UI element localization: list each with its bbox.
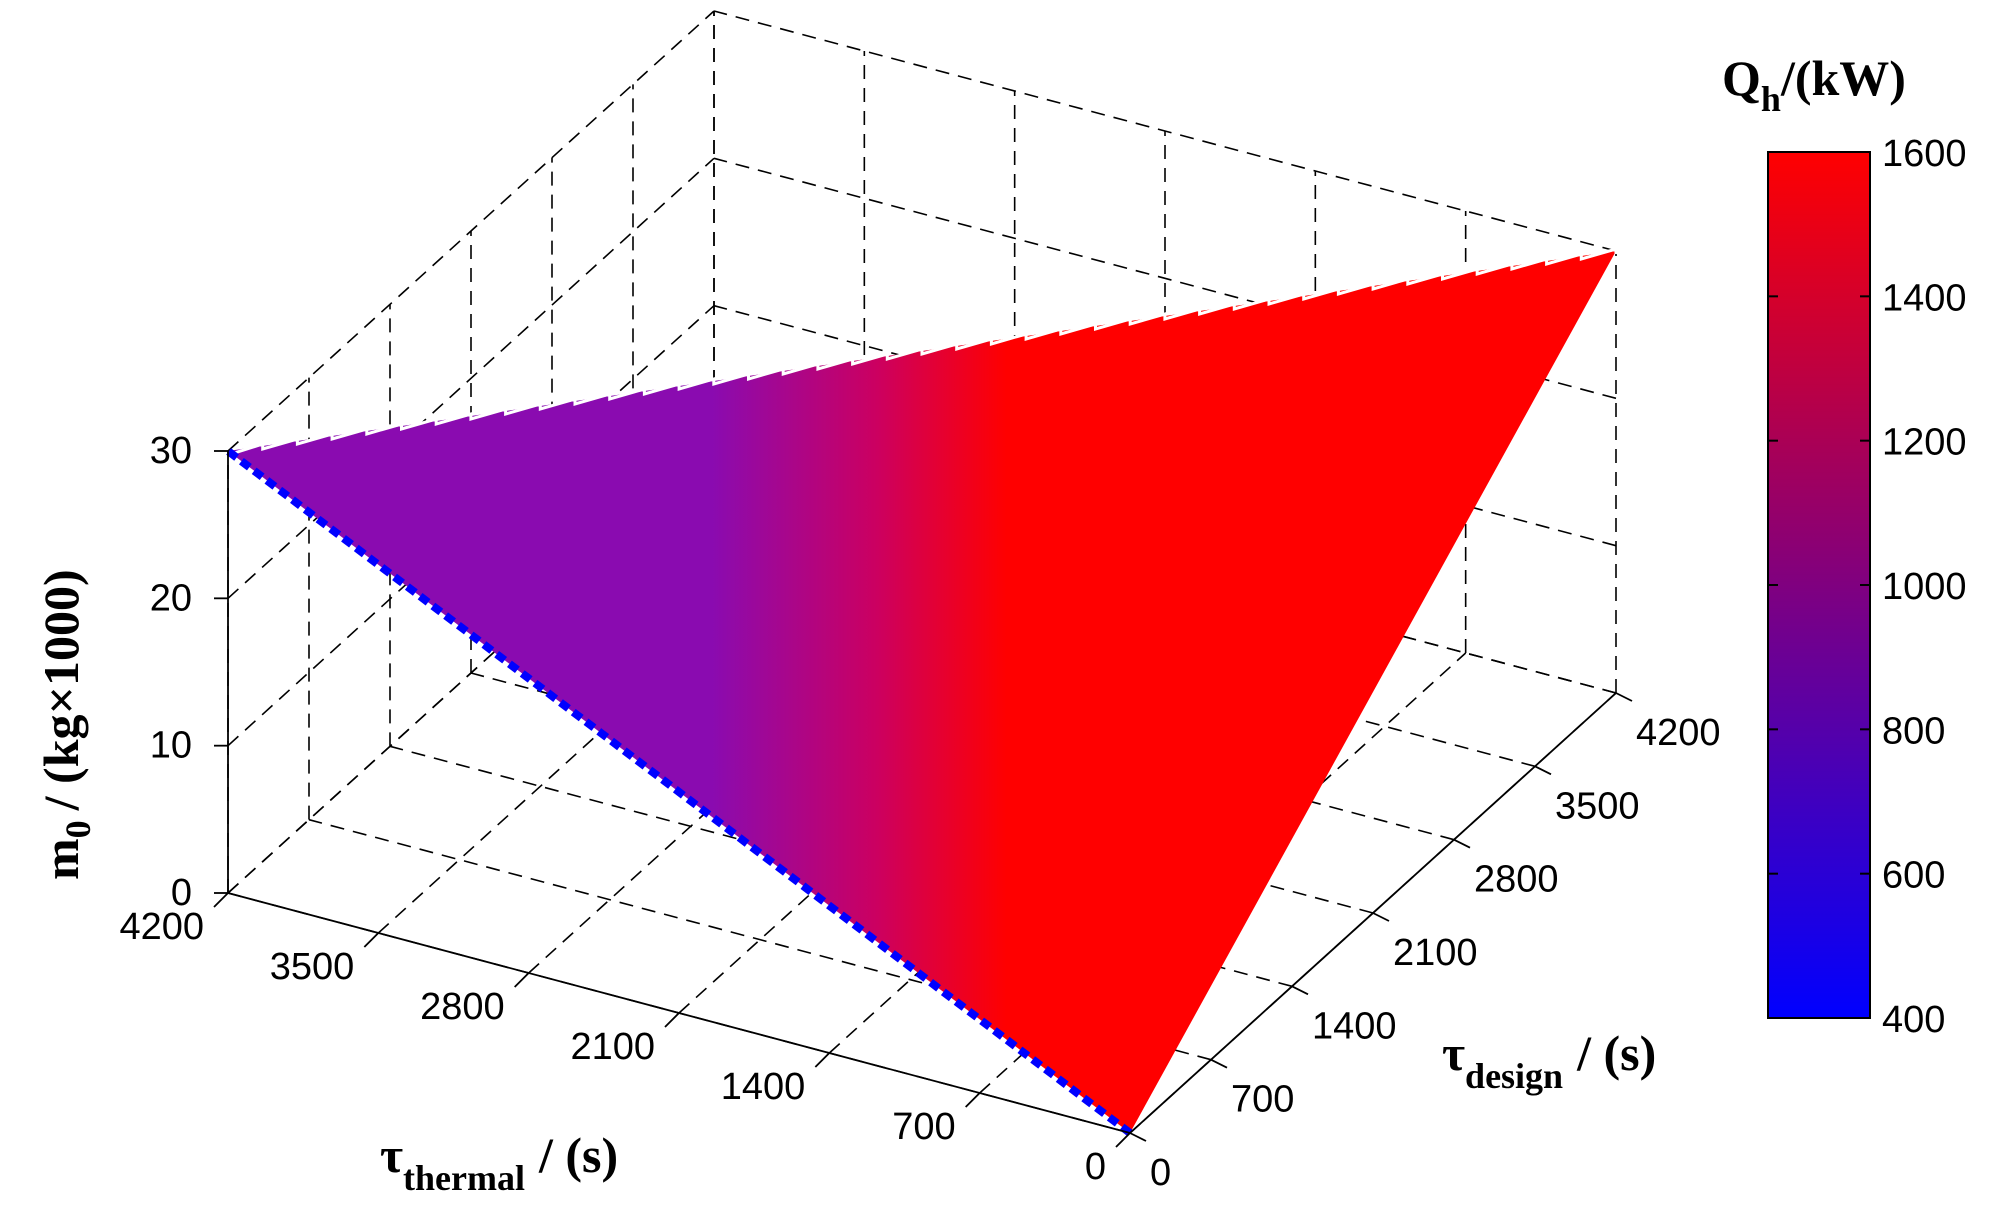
- x-tick-label: 0: [1085, 1146, 1106, 1188]
- x-tick: [363, 932, 379, 948]
- surface-patch: [228, 251, 1616, 1133]
- y-tick: [1291, 985, 1309, 996]
- z-tick-label: 20: [150, 577, 192, 619]
- z-tick-label: 10: [150, 725, 192, 767]
- y-tick-label: 2800: [1474, 859, 1559, 901]
- colorbar-title-main: Q: [1722, 50, 1761, 106]
- y-tick-label: 4200: [1636, 712, 1721, 754]
- colorbar-ticks: 400 600 800 1000 1200 1400 1600: [1768, 133, 1967, 1041]
- surface-top-edge: [227, 247, 1618, 457]
- x-tick: [1115, 1132, 1131, 1148]
- colorbar-tick-label: 600: [1882, 855, 1945, 897]
- y-tick-label: 3500: [1555, 785, 1640, 827]
- colorbar: 400 600 800 1000 1200 1400 1600 Qh/(kW): [1722, 50, 1967, 1041]
- grid-line-backwall-z: [713, 157, 1617, 400]
- x-tick: [213, 892, 229, 908]
- y-tick-label: 2100: [1393, 932, 1478, 974]
- x-tick-label: 2100: [570, 1026, 655, 1068]
- z-axis-title-unit: / (kg×1000): [33, 569, 89, 811]
- z-tick-label: 30: [150, 430, 192, 472]
- colorbar-tick-label: 1200: [1882, 422, 1967, 464]
- y-tick-label: 700: [1231, 1079, 1294, 1121]
- y-axis-title-main: τ: [1442, 1025, 1465, 1081]
- x-tick: [664, 1012, 680, 1028]
- colorbar-tick-label: 800: [1882, 710, 1945, 752]
- axis-ticks: 0700140021002800350042000700140021002800…: [119, 430, 1720, 1194]
- colorbar-tick-label: 1400: [1882, 277, 1967, 319]
- colorbar-tick-label: 1000: [1882, 566, 1967, 608]
- x-tick-label: 1400: [721, 1066, 806, 1108]
- y-tick: [1372, 912, 1390, 922]
- grid-line-leftwall-z: [227, 157, 715, 599]
- colorbar-title-sub: h: [1761, 79, 1781, 119]
- y-tick: [1210, 1058, 1228, 1069]
- y-axis-title-sub: design: [1465, 1056, 1563, 1096]
- x-axis-title-sub: thermal: [403, 1158, 525, 1198]
- x-tick-label: 2800: [420, 986, 505, 1028]
- x-tick-label: 3500: [270, 946, 355, 988]
- y-tick: [1453, 838, 1471, 849]
- y-axis-title: τdesign / (s): [1442, 1025, 1656, 1096]
- x-tick-label: 700: [892, 1106, 955, 1148]
- y-tick: [1615, 692, 1633, 702]
- colorbar-title: Qh/(kW): [1722, 50, 1906, 119]
- y-tick: [1129, 1132, 1147, 1142]
- surface-plot: [225, 247, 1618, 1137]
- colorbar-gradient: [1767, 151, 1871, 1019]
- x-axis-title-unit: / (s): [538, 1127, 618, 1183]
- grid-line-leftwall-z: [227, 10, 715, 452]
- grid-line-leftwall-z: [227, 452, 715, 894]
- z-axis-title-main: m: [33, 838, 89, 880]
- y-tick-label: 0: [1150, 1152, 1171, 1194]
- x-tick: [514, 972, 530, 988]
- y-axis-title-unit: / (s): [1576, 1025, 1656, 1081]
- colorbar-tick-label: 1600: [1882, 133, 1967, 175]
- z-axis-title: m0 / (kg×1000): [33, 569, 98, 880]
- colorbar-title-unit: /(kW): [1780, 50, 1906, 106]
- z-axis-title-sub: 0: [58, 820, 98, 838]
- y-tick: [1534, 765, 1552, 776]
- x-axis-title: τthermal / (s): [380, 1127, 618, 1198]
- grid-line-floor-y: [308, 818, 1212, 1061]
- x-tick: [814, 1052, 830, 1068]
- surface-boundary-line: [225, 447, 1133, 1137]
- colorbar-tick-label: 400: [1882, 999, 1945, 1041]
- x-tick: [965, 1092, 981, 1108]
- z-tick-label: 0: [171, 872, 192, 914]
- x-tick-label: 4200: [119, 906, 204, 948]
- grid-line-backwall-z: [713, 10, 1617, 252]
- y-tick-label: 1400: [1312, 1005, 1397, 1047]
- x-axis-title-main: τ: [380, 1127, 403, 1183]
